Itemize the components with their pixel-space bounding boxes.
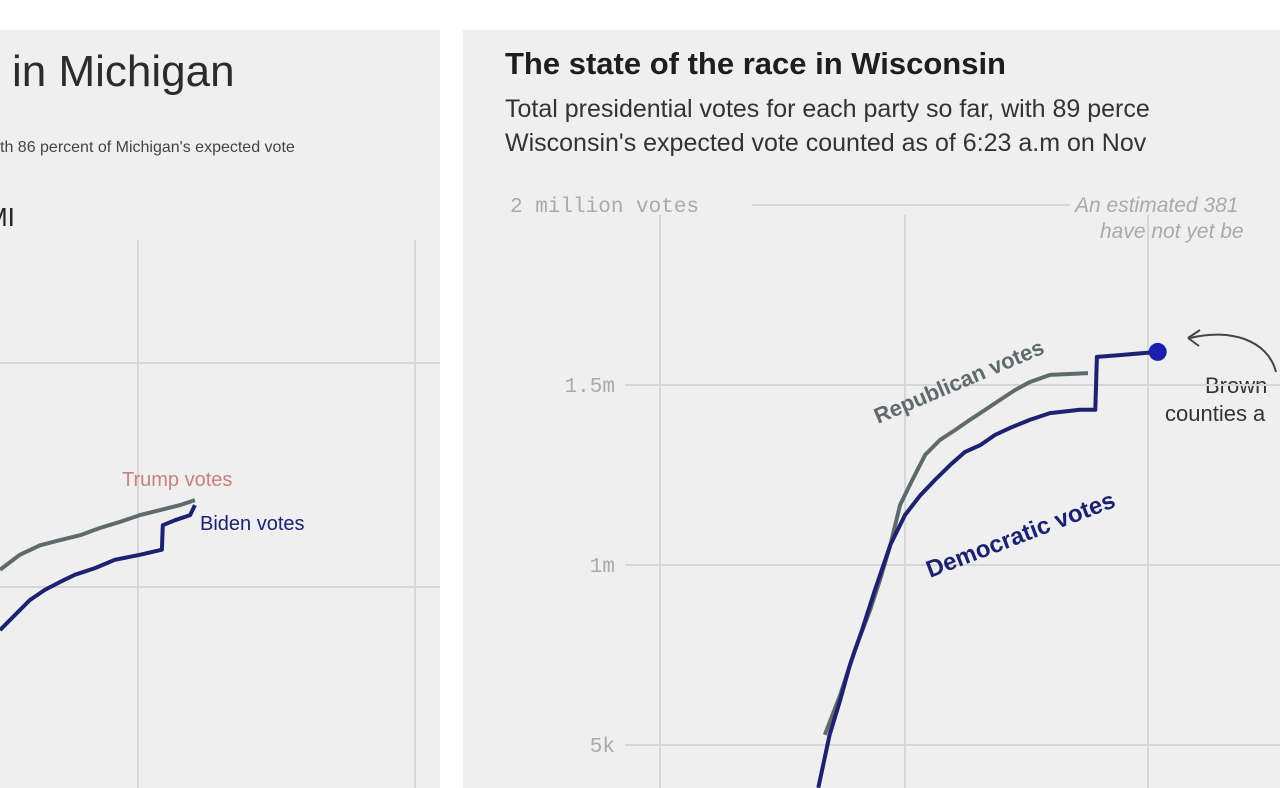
series-line <box>0 498 196 572</box>
annotation: An estimated 381 <box>1073 194 1238 217</box>
chart-subtitle: Total presidential votes for each party … <box>505 95 1150 123</box>
wisconsin-grid <box>659 215 1149 788</box>
series-label: Biden votes <box>200 513 305 535</box>
chart-subtitle: th 86 percent of Michigan's expected vot… <box>0 139 295 156</box>
chart-title: in Michigan <box>12 47 235 96</box>
annotation: have not yet be <box>1100 220 1244 243</box>
end-marker <box>1148 342 1167 361</box>
state-label: MI <box>0 202 15 232</box>
series-line <box>0 504 197 632</box>
arrow-head <box>1187 329 1201 347</box>
y-tick-label: 5k <box>590 736 615 759</box>
series-label: Trump votes <box>122 469 232 491</box>
y-tick-label: 2 million votes <box>510 196 699 219</box>
chart-subtitle: Wisconsin's expected vote counted as of … <box>505 129 1147 157</box>
y-tick-label: 1.5m <box>565 376 615 399</box>
y-tick-label: 1m <box>590 556 615 579</box>
michigan-panel <box>0 30 440 788</box>
wisconsin-panel <box>463 30 1280 788</box>
annotation: counties a <box>1165 401 1266 426</box>
chart-title: The state of the race in Wisconsin <box>505 46 1006 81</box>
series-line <box>816 349 1158 788</box>
annotation-arrow <box>1189 333 1277 373</box>
